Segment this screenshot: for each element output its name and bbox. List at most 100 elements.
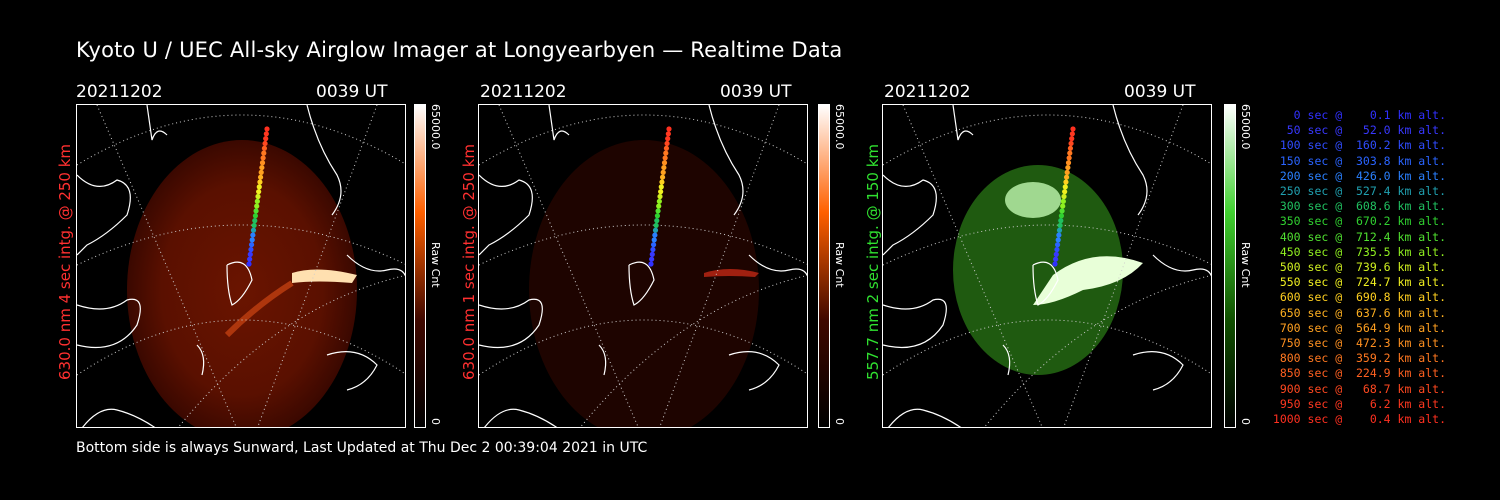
trajectory-dot: [258, 169, 264, 175]
panel-3-date: 20211202: [884, 82, 971, 102]
grid-lines: [883, 105, 1211, 427]
trajectory-dot: [259, 164, 265, 171]
trajectory-dot: [255, 193, 261, 200]
trajectory-dot: [1069, 136, 1075, 142]
panel-3-allsky-image: [882, 104, 1212, 428]
trajectory-dot: [662, 155, 668, 161]
trajectory-dot: [259, 160, 266, 166]
trajectory-dot: [1069, 131, 1075, 137]
trajectory-dot: [252, 213, 259, 219]
trajectory-dot: [246, 261, 252, 267]
trajectory-dot: [650, 242, 657, 248]
trajectory-dot: [655, 208, 661, 214]
trajectory-dot: [257, 179, 263, 185]
trajectory-dot: [254, 198, 260, 204]
trajectory-dot: [1054, 246, 1060, 253]
trajectory-dot: [663, 150, 669, 156]
aurora-arc: [1033, 256, 1143, 305]
trajectory-dot: [651, 237, 657, 243]
panel-3-colorbar-unit: Raw Cnt: [1239, 242, 1252, 288]
panel-1-colorbar: [414, 104, 426, 428]
panel-2-time: 0039 UT: [720, 82, 792, 102]
panel-3-image-svg: [883, 105, 1211, 427]
trajectory-dot: [1053, 256, 1059, 262]
trajectory-dot: [663, 145, 670, 151]
trajectory-dot: [659, 174, 666, 180]
panel-2-date: 20211202: [480, 82, 567, 102]
trajectory-dot: [247, 251, 253, 257]
altitude-legend-row: 900 sec @ 68.7 km alt.: [1279, 381, 1446, 396]
trajectory-dot: [660, 169, 666, 175]
altitude-legend-row: 0 sec @ 0.1 km alt.: [1293, 108, 1446, 122]
altitude-legend-row: 750 sec @ 472.3 km alt.: [1279, 336, 1446, 351]
panel-2-allsky-image: [478, 104, 808, 428]
trajectory-dot: [656, 198, 662, 204]
panel-1-image-svg: [77, 105, 405, 427]
trajectory-dot: [253, 208, 259, 214]
trajectory-dot: [661, 160, 668, 166]
trajectory-dot: [263, 131, 269, 137]
trajectory-dot: [247, 256, 253, 262]
trajectory-dot: [1062, 189, 1068, 195]
altitude-legend: 0 sec @ 0.1 km alt. 50 sec @ 52.0 km alt.…: [1256, 108, 1446, 427]
trajectory-dot: [1053, 251, 1059, 257]
trajectory-dot: [664, 140, 670, 147]
altitude-legend-row: 950 sec @ 6.2 km alt.: [1279, 396, 1446, 411]
panel-2-colorbar: [818, 104, 830, 428]
trajectory-dot: [262, 140, 268, 147]
trajectory-dot: [665, 136, 671, 142]
trajectory-dot: [658, 189, 664, 195]
trajectory-dot: [1066, 155, 1072, 161]
trajectory-dot: [1060, 198, 1066, 204]
panel-1-colorbar-unit: Raw Cnt: [429, 242, 442, 288]
trajectory-dot: [1070, 126, 1076, 132]
trajectory-dot: [251, 222, 257, 229]
trajectory-dot: [1068, 140, 1074, 147]
trajectory-dot: [665, 131, 671, 137]
altitude-legend-row: 600 sec @ 690.8 km alt.: [1279, 290, 1446, 305]
altitude-legend-row: 350 sec @ 670.2 km alt.: [1279, 214, 1446, 229]
trajectory-dot: [260, 155, 266, 161]
altitude-legend-row: 1000 sec @ 0.4 km alt.: [1272, 412, 1446, 427]
coastlines: [479, 105, 807, 427]
aurora-arc: [292, 269, 357, 283]
footer-note: Bottom side is always Sunward, Last Upda…: [76, 440, 648, 456]
altitude-legend-row: 250 sec @ 527.4 km alt.: [1279, 184, 1446, 199]
altitude-legend-row: 50 sec @ 52.0 km alt.: [1286, 123, 1446, 138]
trajectory-dot: [1062, 184, 1068, 190]
trajectory-dot: [659, 179, 665, 185]
grid-lines: [479, 105, 807, 427]
altitude-legend-row: 300 sec @ 608.6 km alt.: [1279, 199, 1446, 214]
panel-1-colorbar-zero: 0: [429, 418, 442, 425]
altitude-legend-row: 500 sec @ 739.6 km alt.: [1279, 260, 1446, 275]
trajectory-dot: [1055, 237, 1061, 243]
panel-2-colorbar-zero: 0: [833, 418, 846, 425]
page-title: Kyoto U / UEC All-sky Airglow Imager at …: [76, 38, 843, 62]
trajectory-dot: [657, 193, 663, 200]
trajectory-dot: [658, 184, 664, 190]
trajectory-dot: [649, 251, 655, 257]
panel-2-colorbar-max: 65000.0: [833, 104, 846, 150]
altitude-legend-row: 550 sec @ 724.7 km alt.: [1279, 275, 1446, 290]
trajectory-dot: [1064, 169, 1070, 175]
trajectory-dot: [248, 242, 255, 248]
panel-1-allsky-image: [76, 104, 406, 428]
trajectory-dot: [1065, 160, 1072, 166]
airglow-disk: [529, 140, 759, 427]
trajectory-dot: [254, 203, 260, 209]
trajectory-dot: [1059, 208, 1065, 214]
panel-3-colorbar-max: 65000.0: [1239, 104, 1252, 150]
altitude-legend-row: 650 sec @ 637.6 km alt.: [1279, 305, 1446, 320]
altitude-legend-row: 450 sec @ 735.5 km alt.: [1279, 244, 1446, 259]
trajectory-dot: [256, 184, 262, 190]
trajectory-dot: [1058, 218, 1064, 224]
trajectory-dot: [261, 145, 268, 151]
panel-2-colorbar-unit: Raw Cnt: [833, 242, 846, 288]
trajectory-dot: [648, 261, 654, 267]
trajectory-dot: [652, 232, 658, 238]
trajectory-dots: [246, 126, 270, 267]
panel-2-channel-label: 630.0 nm 1 sec intg. @ 250 km: [460, 143, 478, 380]
trajectory-dot: [250, 227, 257, 233]
trajectory-dot: [1067, 145, 1074, 151]
trajectory-dot: [1063, 179, 1069, 185]
